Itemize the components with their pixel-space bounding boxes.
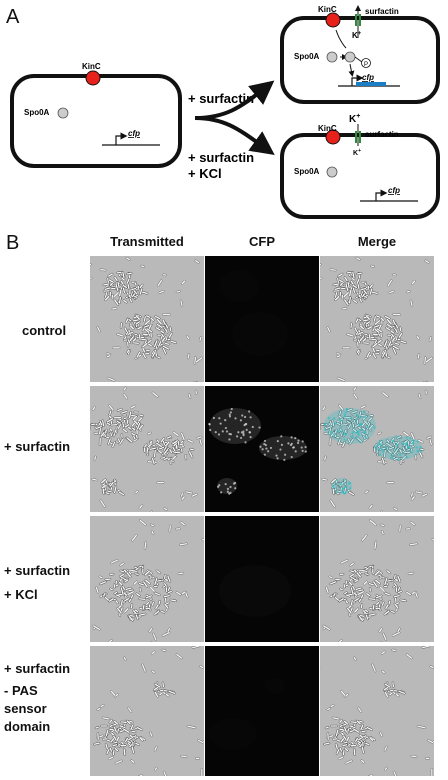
- bottom-spo0a-label: Spo0A: [294, 167, 320, 176]
- micrograph-control-cfp: [205, 256, 319, 382]
- top-spo0a-icon: [326, 51, 338, 63]
- micrograph-control-transmitted: [90, 256, 204, 382]
- column-header-merge: Merge: [357, 234, 397, 249]
- micrograph-pas-deletion-cfp: [205, 646, 319, 776]
- top-channel-left: [355, 14, 357, 26]
- panel-b-letter: B: [6, 232, 20, 254]
- row-label-pas-line2: - PAS: [4, 683, 38, 698]
- row-label-surfactin-kcl: + surfactin + KCl: [4, 562, 70, 604]
- top-kinc-label: KinC: [318, 5, 337, 14]
- row-label-pas-deletion: + surfactin - PAS sensor domain: [4, 660, 70, 736]
- bottom-k-inner-label: K+: [353, 148, 361, 157]
- column-header-cfp: CFP: [249, 234, 275, 249]
- row-label-control-line: control: [22, 323, 67, 338]
- micrograph-surfactin-kcl-merge: [320, 516, 434, 642]
- row-label-surfactin-line: + surfactin: [4, 439, 71, 454]
- row-label-pas-line4: domain: [4, 719, 51, 734]
- column-header-transmitted: Transmitted: [110, 234, 184, 249]
- bottom-surfactin-label: surfactin: [365, 130, 399, 139]
- top-cfp-label: cfp: [362, 73, 374, 82]
- micrograph-control-merge: [320, 256, 434, 382]
- arrow-down: [194, 116, 275, 156]
- top-surfactin-label: surfactin: [365, 7, 399, 16]
- bottom-spo0a-icon: [326, 166, 338, 178]
- top-channel-right: [359, 14, 361, 26]
- top-cfp-bar: [356, 82, 386, 86]
- panel-a-diagram: KinC Spo0A cfp + surfactin + surfactin +…: [10, 5, 440, 219]
- row-label-pas-line3: sensor: [4, 701, 47, 716]
- top-right-cell: KinC surfactin K+ Spo0A P cfp: [280, 5, 440, 104]
- top-promoter-arrow: [351, 74, 364, 86]
- micrograph-pas-deletion-transmitted: [90, 646, 204, 776]
- row-label-control: control: [22, 322, 66, 340]
- row-label-surfactin: + surfactin: [4, 438, 70, 456]
- micrograph-surfactin-merge: [320, 386, 434, 512]
- row-label-surfactin-kcl-line2: + KCl: [4, 587, 38, 602]
- micrograph-surfactin-transmitted: [90, 386, 204, 512]
- top-phospho-curve: [335, 29, 347, 49]
- bottom-channel-right: [359, 131, 361, 143]
- bottom-channel-left: [355, 131, 357, 143]
- treatment-top-label: + surfactin: [188, 91, 254, 106]
- row-label-pas-line1: + surfactin: [4, 661, 71, 676]
- bottom-kinc-label: KinC: [318, 124, 337, 133]
- top-p-link: [354, 56, 363, 63]
- top-kinc-icon: [325, 12, 341, 28]
- top-activation-arrow: [348, 63, 355, 77]
- micrograph-pas-deletion-merge: [320, 646, 434, 776]
- micrograph-surfactin-kcl-transmitted: [90, 516, 204, 642]
- left-kinc-icon: [85, 70, 101, 86]
- bottom-kinc-icon: [325, 129, 341, 145]
- micrograph-surfactin-cfp: [205, 386, 319, 512]
- bottom-promoter-arrow: [375, 189, 388, 201]
- left-spo0a-icon: [57, 107, 69, 119]
- left-kinc-label: KinC: [82, 62, 101, 71]
- left-cfp-label: cfp: [128, 129, 140, 138]
- left-promoter-arrow: [115, 132, 128, 145]
- top-spo0a-label: Spo0A: [294, 52, 320, 61]
- bottom-right-cell: KinC K+ surfactin K+ Spo0A cfp: [280, 113, 440, 219]
- micrograph-surfactin-kcl-cfp: [205, 516, 319, 642]
- left-cell: KinC Spo0A cfp: [10, 62, 182, 168]
- top-phosphate-icon: [361, 58, 371, 68]
- top-k-label: K+: [352, 31, 362, 40]
- treatment-bottom-line1: + surfactin: [188, 150, 254, 165]
- treatment-bottom-line2: + KCl: [188, 166, 222, 181]
- top-spo0a-p-icon: [344, 51, 356, 63]
- left-cell-membrane: [10, 74, 182, 168]
- row-label-surfactin-kcl-line1: + surfactin: [4, 563, 71, 578]
- bottom-k-outer-label: K+: [349, 113, 360, 125]
- top-phosphate-label: P: [364, 62, 368, 68]
- left-spo0a-label: Spo0A: [24, 108, 50, 117]
- bottom-cfp-label: cfp: [388, 186, 400, 195]
- panel-a-letter: A: [6, 6, 20, 28]
